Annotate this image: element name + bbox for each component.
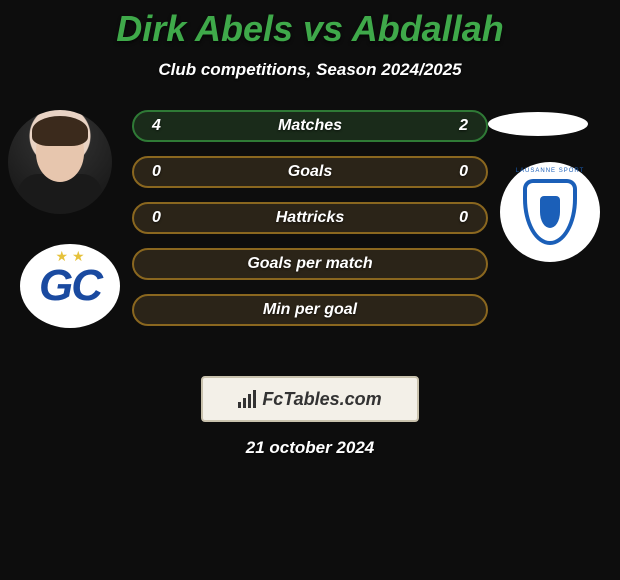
player-avatar-left xyxy=(8,110,112,214)
branding-box: FcTables.com xyxy=(201,376,419,422)
stat-row-goals-per-match: Goals per match xyxy=(132,248,488,280)
stat-label: Goals per match xyxy=(134,255,486,273)
stat-left-value: 0 xyxy=(152,209,161,227)
stat-left-value: 0 xyxy=(152,163,161,181)
chart-icon xyxy=(238,390,256,408)
stat-rows: 4Matches20Goals00Hattricks0Goals per mat… xyxy=(132,110,488,340)
stat-label: Matches xyxy=(134,117,486,135)
star-icon: ★ ★ xyxy=(56,248,85,265)
player-flag-right xyxy=(488,112,588,136)
stat-row-min-per-goal: Min per goal xyxy=(132,294,488,326)
date-label: 21 october 2024 xyxy=(0,438,620,458)
page-title: Dirk Abels vs Abdallah xyxy=(0,0,620,50)
branding-label: FcTables.com xyxy=(262,389,381,410)
subtitle: Club competitions, Season 2024/2025 xyxy=(0,60,620,80)
stat-row-goals: 0Goals0 xyxy=(132,156,488,188)
club-badge-right: LAUSANNE SPORT xyxy=(500,162,600,262)
stat-right-value: 2 xyxy=(459,117,468,135)
stat-right-value: 0 xyxy=(459,163,468,181)
stats-area: ★ ★ GC LAUSANNE SPORT 4Matches20Goals00H… xyxy=(0,110,620,370)
stat-label: Min per goal xyxy=(134,301,486,319)
club-badge-left: ★ ★ GC xyxy=(20,244,120,328)
stat-label: Goals xyxy=(134,163,486,181)
stat-left-value: 4 xyxy=(152,117,161,135)
stat-row-matches: 4Matches2 xyxy=(132,110,488,142)
stat-row-hattricks: 0Hattricks0 xyxy=(132,202,488,234)
shield-icon xyxy=(523,179,577,245)
club-right-ring: LAUSANNE SPORT xyxy=(516,168,585,174)
club-left-letters: GC xyxy=(39,261,101,311)
stat-label: Hattricks xyxy=(134,209,486,227)
stat-right-value: 0 xyxy=(459,209,468,227)
